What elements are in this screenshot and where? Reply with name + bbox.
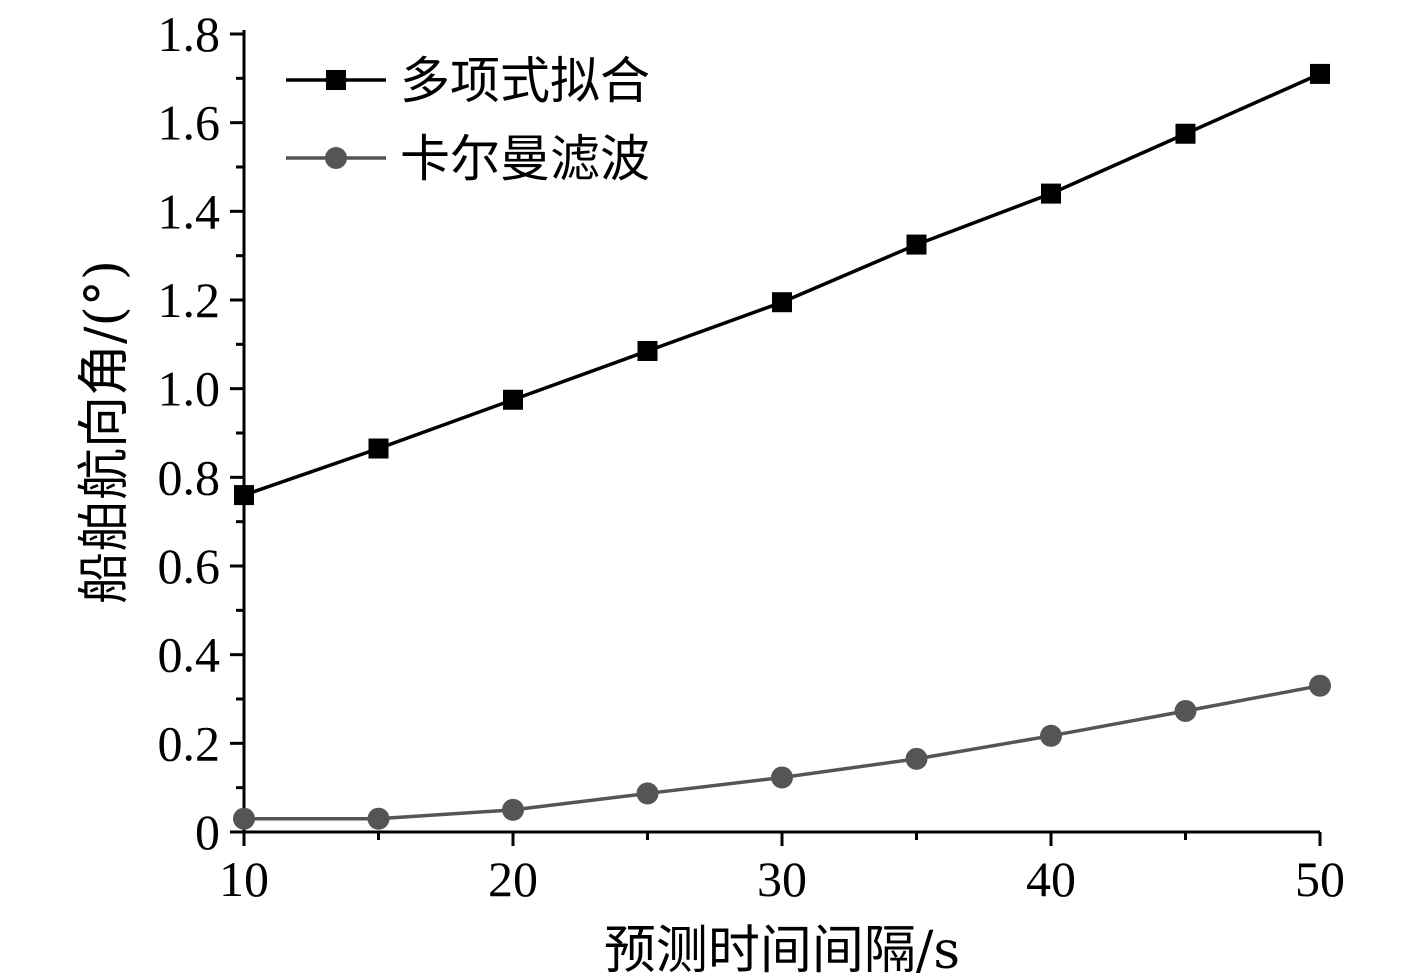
legend-item-1: 多项式拟合 [286, 52, 650, 110]
data-point [1041, 183, 1061, 204]
x-tick-label: 20 [488, 851, 538, 907]
y-tick-label: 1.4 [158, 183, 221, 239]
data-point [368, 438, 389, 459]
y-tick-label: 0.8 [158, 449, 221, 505]
legend-marker [325, 147, 347, 169]
data-point [772, 292, 792, 313]
data-point [1174, 699, 1197, 722]
y-tick-label: 1.6 [158, 95, 221, 151]
x-axis-title: 预测时间间隔/s [604, 921, 960, 980]
x-tick-label: 40 [1026, 851, 1076, 907]
series-line [244, 683, 1321, 821]
y-tick-label: 1.0 [158, 361, 221, 417]
data-point [1309, 674, 1331, 697]
legend-label: 卡尔曼滤波 [400, 130, 650, 188]
data-point [905, 747, 928, 770]
data-point [234, 485, 254, 506]
legend-item-2: 卡尔曼滤波 [286, 130, 650, 188]
legend-label: 多项式拟合 [400, 52, 650, 110]
y-tick-label: 1.2 [158, 272, 221, 328]
x-tick-label: 10 [219, 851, 269, 907]
series-1 [234, 63, 1330, 506]
series-layer [233, 63, 1331, 830]
data-point [906, 234, 927, 255]
y-tick-label: 1.8 [158, 6, 221, 62]
y-tick-label: 0.2 [158, 715, 221, 771]
y-axis-title: 船舶航向角/(°) [75, 260, 135, 604]
data-point [1175, 123, 1196, 144]
series-2 [233, 674, 1331, 830]
data-point [502, 798, 524, 821]
y-tick-label: 0 [195, 804, 220, 860]
y-tick-label: 0.6 [158, 538, 221, 594]
data-point [636, 782, 659, 805]
data-point [503, 389, 523, 410]
data-point [637, 340, 658, 361]
y-tick-label: 0.4 [158, 627, 221, 683]
data-point [771, 766, 793, 789]
data-point [367, 807, 390, 830]
data-point [1310, 63, 1330, 84]
x-tick-label: 30 [757, 851, 807, 907]
legend-marker [326, 70, 346, 90]
ticks: 10 20 30 40 50 0 0.2 0.4 0.6 0.8 1.0 1.2 1.4 1.6 1.8 [158, 6, 1346, 907]
data-point [233, 807, 255, 830]
data-point [1040, 724, 1062, 747]
x-tick-label: 50 [1295, 851, 1345, 907]
